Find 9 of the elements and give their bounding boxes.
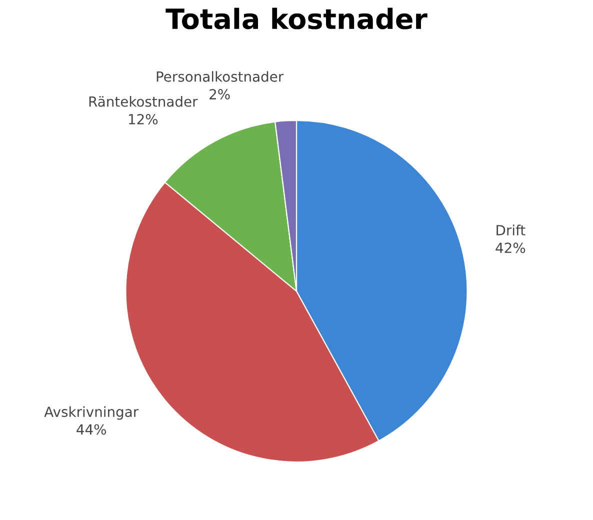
chart-title: Totala kostnader xyxy=(166,8,428,30)
data-label: 44% xyxy=(76,424,106,435)
slice-label: Drift xyxy=(496,224,526,236)
data-label: 42% xyxy=(496,242,526,254)
data-label: 12% xyxy=(128,114,158,124)
data-label: 2% xyxy=(210,89,230,100)
slice-label: Avskrivningar xyxy=(44,406,139,420)
slice-label: Personalkostnader xyxy=(156,71,284,82)
slice-label: Räntekostnader xyxy=(89,96,198,107)
